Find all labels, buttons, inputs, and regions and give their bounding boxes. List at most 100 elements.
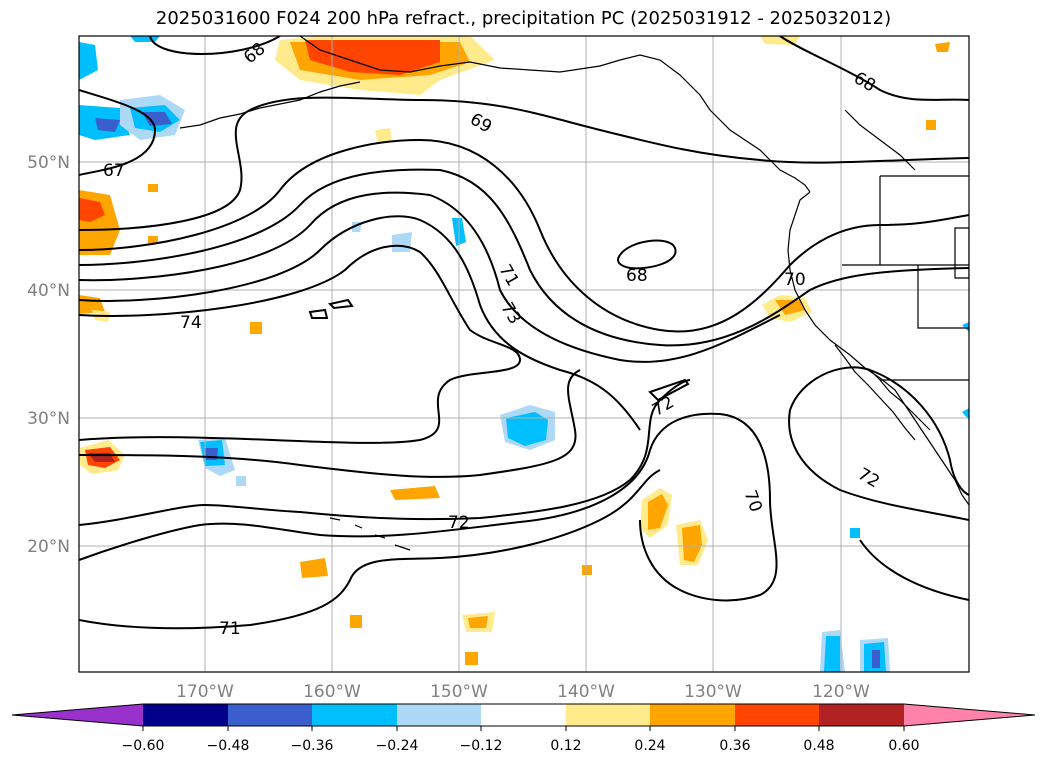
colorbar-segment <box>566 704 650 726</box>
contour-line <box>648 378 690 402</box>
colorbar-segment <box>143 704 228 726</box>
latitude-labels: 50°N 40°N 30°N 20°N <box>27 153 70 557</box>
colorbar-tick-label: 0.36 <box>719 738 750 754</box>
negative-anomaly-area <box>236 476 246 486</box>
colorbar-tick-label: −0.12 <box>460 738 503 754</box>
contour-line <box>79 96 969 231</box>
contour-line <box>79 191 781 363</box>
negative-anomaly-area <box>392 232 412 252</box>
positive-anomaly-area <box>468 616 488 628</box>
colorbar-tick-label: −0.36 <box>291 738 334 754</box>
latitude-label: 20°N <box>27 537 70 557</box>
contour-line <box>79 412 778 602</box>
contour-line <box>79 168 969 347</box>
negative-anomaly-area <box>962 322 969 332</box>
contour-line <box>149 36 281 55</box>
colorbar-tick-label: −0.48 <box>207 738 250 754</box>
contour-label: 68 <box>626 266 648 286</box>
latitude-label: 30°N <box>27 409 70 429</box>
contour-label: 72 <box>448 513 470 533</box>
colorbar-tick-label: 0.24 <box>634 738 665 754</box>
graticule <box>79 36 969 672</box>
longitude-label: 170°W <box>176 682 234 702</box>
refractivity-contours <box>79 36 969 630</box>
longitude-label: 120°W <box>812 682 870 702</box>
longitude-label: 160°W <box>303 682 361 702</box>
colorbar-tick-label: −0.60 <box>122 738 165 754</box>
positive-anomaly-area <box>79 198 105 222</box>
precipitation-shading <box>79 36 969 672</box>
contour-line <box>779 36 969 101</box>
alaska-coastline <box>299 36 811 193</box>
colorbar-segment <box>819 704 904 726</box>
colorbar-segment <box>650 704 735 726</box>
negative-anomaly-area <box>95 118 120 132</box>
longitude-labels: 170°W 160°W 150°W 140°W 130°W 120°W <box>176 682 870 702</box>
contour-line <box>79 215 641 431</box>
positive-anomaly-area <box>148 236 158 244</box>
negative-anomaly-area <box>824 636 840 672</box>
contour-line <box>789 366 969 496</box>
contour-line <box>79 89 157 176</box>
contour-line <box>788 409 969 521</box>
longitude-label: 130°W <box>684 682 742 702</box>
negative-anomaly-area <box>850 528 860 538</box>
positive-anomaly-area <box>375 128 392 144</box>
colorbar-tick-label: 0.12 <box>550 738 581 754</box>
contour-label: 74 <box>180 313 202 333</box>
contour-line <box>79 244 522 444</box>
longitude-label: 140°W <box>557 682 615 702</box>
latitude-label: 50°N <box>27 153 70 173</box>
map-title: 2025031600 F024 200 hPa refract., precip… <box>155 8 892 29</box>
positive-anomaly-area <box>465 652 478 665</box>
contour-line <box>859 539 969 601</box>
positive-anomaly-area <box>582 565 592 575</box>
contour-line <box>79 379 691 526</box>
contour-label: 67 <box>103 161 125 181</box>
baja-peninsula <box>834 344 916 441</box>
hawaii-islands <box>329 517 411 551</box>
latitude-label: 40°N <box>27 281 70 301</box>
contour-line <box>79 369 581 478</box>
coastlines <box>179 36 969 551</box>
colorbar-left-extension <box>12 704 143 726</box>
negative-anomaly-area <box>142 112 172 126</box>
colorbar-segment <box>397 704 481 726</box>
colorbar-segment <box>228 704 312 726</box>
positive-anomaly-area <box>926 120 936 130</box>
positive-anomaly-area <box>775 300 805 315</box>
positive-anomaly-area <box>390 486 440 500</box>
positive-anomaly-area <box>648 494 668 530</box>
plot-frame <box>78 35 970 673</box>
negative-anomaly-area <box>130 36 160 42</box>
colorbar-segment <box>735 704 819 726</box>
positive-anomaly-area <box>935 42 950 52</box>
contour-label: 71 <box>219 619 241 639</box>
negative-anomaly-area <box>962 408 969 420</box>
colorbar: −0.60 −0.48 −0.36 −0.24 −0.12 0.12 0.24 … <box>11 703 1036 754</box>
contour-line <box>79 138 969 333</box>
colorbar-tick-label: 0.48 <box>803 738 834 754</box>
negative-anomaly-area <box>872 650 880 668</box>
aleutian-islands <box>179 81 361 129</box>
negative-anomaly-area <box>79 42 98 80</box>
north-america-coastline <box>787 191 969 506</box>
contour-line <box>79 469 661 630</box>
positive-anomaly-area <box>300 558 328 578</box>
colorbar-tick-label: 0.60 <box>888 738 919 754</box>
positive-anomaly-area <box>682 525 702 562</box>
positive-anomaly-area <box>350 615 362 628</box>
contour-line <box>308 298 354 319</box>
colorbar-segment <box>312 704 397 726</box>
colorbar-segment <box>481 704 566 726</box>
colorbar-tick-label: −0.24 <box>376 738 419 754</box>
positive-anomaly-area <box>148 184 158 192</box>
longitude-label: 150°W <box>430 682 488 702</box>
colorbar-right-extension <box>904 704 1035 726</box>
state-borders <box>842 176 969 381</box>
contour-line <box>617 239 677 270</box>
negative-anomaly-area <box>506 412 548 446</box>
positive-anomaly-area <box>250 322 262 334</box>
contour-label: 70 <box>784 270 806 290</box>
